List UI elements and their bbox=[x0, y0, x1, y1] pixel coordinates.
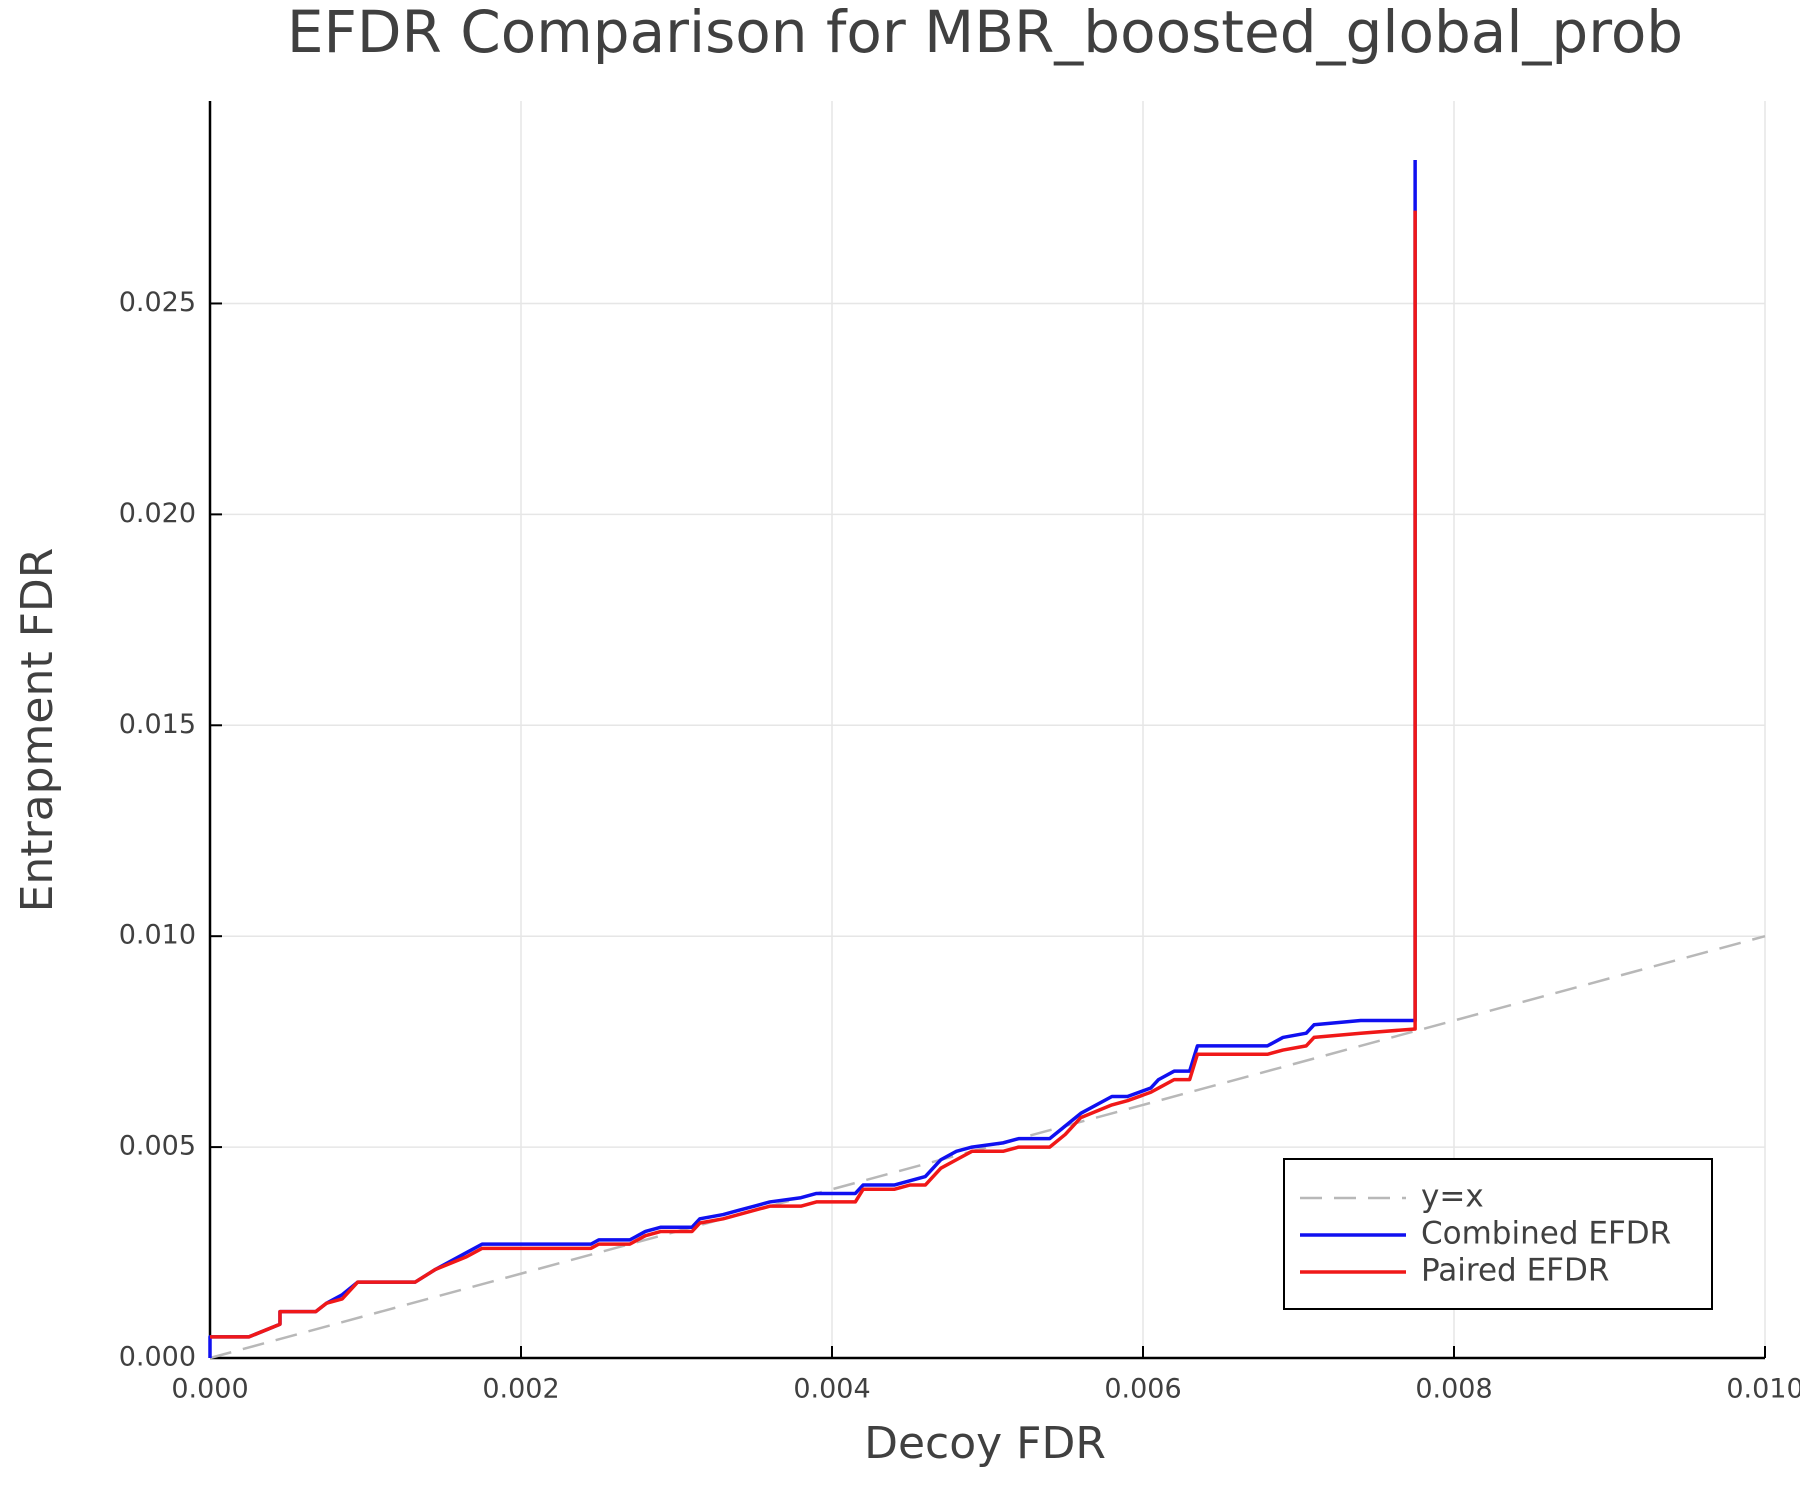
x-tick-label: 0.000 bbox=[171, 1374, 248, 1405]
x-tick-label: 0.002 bbox=[482, 1374, 559, 1405]
legend-label: Combined EFDR bbox=[1421, 1216, 1671, 1252]
y-tick-label: 0.025 bbox=[119, 287, 196, 318]
x-tick-label: 0.006 bbox=[1104, 1374, 1181, 1405]
x-axis-label: Decoy FDR bbox=[864, 1418, 1106, 1469]
x-tick-label: 0.010 bbox=[1726, 1374, 1800, 1405]
y-axis-label: Entrapment FDR bbox=[12, 548, 63, 913]
y-tick-label: 0.015 bbox=[119, 709, 196, 740]
x-tick-label: 0.004 bbox=[793, 1374, 870, 1405]
y-tick-label: 0.000 bbox=[119, 1342, 196, 1373]
y-tick-label: 0.010 bbox=[119, 920, 196, 951]
y-tick-label: 0.020 bbox=[119, 498, 196, 529]
series-line bbox=[209, 934, 1766, 1360]
series-line bbox=[208, 160, 1417, 1358]
x-tick-label: 0.008 bbox=[1415, 1374, 1492, 1405]
legend-label: Paired EFDR bbox=[1421, 1253, 1609, 1289]
series-line bbox=[210, 210, 1417, 1339]
y-tick-label: 0.005 bbox=[119, 1131, 196, 1162]
chart-title: EFDR Comparison for MBR_boosted_global_p… bbox=[287, 0, 1683, 66]
legend-label: y=x bbox=[1421, 1179, 1484, 1215]
